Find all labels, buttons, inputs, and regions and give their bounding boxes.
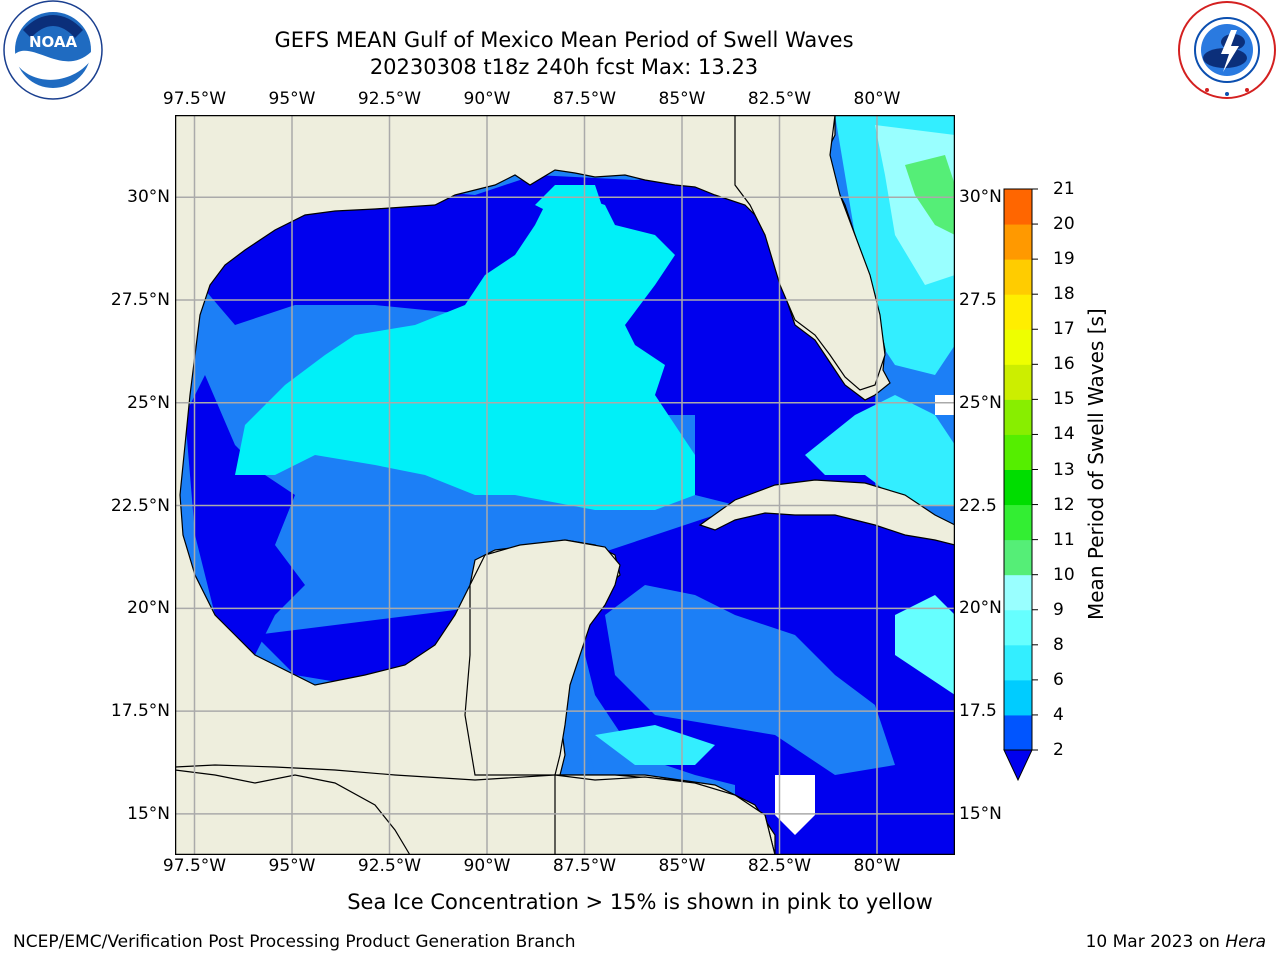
colorbar-segment <box>1004 539 1032 576</box>
lat-tick-label: 15°N <box>127 803 170 824</box>
lat-tick-label: 25°N <box>959 392 1002 413</box>
period-band-cyan-central <box>235 195 695 510</box>
map-subtitle: 20230308 t18z 240h fcst Max: 13.23 <box>369 55 759 79</box>
colorbar-segment <box>1004 609 1032 646</box>
colorbar-tick-label: 6 <box>1053 669 1064 690</box>
colorbar-tick-label: 11 <box>1053 529 1075 550</box>
map-frame <box>175 115 955 855</box>
colorbar-segment <box>1004 189 1032 225</box>
lat-tick-label: 22.5 <box>959 495 997 516</box>
colorbar-tick-label: 2 <box>1053 740 1064 760</box>
credit-date: 10 Mar 2023 on <box>1085 932 1226 952</box>
land-honduras <box>554 774 776 855</box>
period-band-green-east <box>905 155 955 235</box>
lon-tick-label: 80°W <box>853 856 901 876</box>
colorbar-segment <box>1004 434 1032 470</box>
credit-host: Hera <box>1225 932 1266 952</box>
lon-tick-label: 97.5°W <box>162 856 227 876</box>
period-band-cyan-caribbean-east <box>895 595 955 695</box>
lat-tick-label: 27.5 <box>959 290 997 310</box>
colorbar-segment <box>1004 714 1032 751</box>
lon-tick-label: 92.5°W <box>357 89 422 109</box>
period-band-cyan-honduras <box>595 725 715 765</box>
colorbar-label: Mean Period of Swell Waves [s] <box>1084 308 1108 620</box>
period-band-low-west <box>185 375 305 655</box>
colorbar-tick-label: 13 <box>1053 459 1075 480</box>
map-gridlines <box>175 115 955 855</box>
nws-logo <box>1178 1 1276 99</box>
nodata-patch-caribbean <box>775 775 815 835</box>
period-band-cyan-north <box>535 185 605 225</box>
colorbar-segment <box>1004 469 1032 506</box>
colorbar <box>1003 188 1038 782</box>
lat-tick-label: 25°N <box>127 392 170 413</box>
colorbar-tick-label: 20 <box>1053 214 1075 235</box>
colorbar-tick-label: 9 <box>1053 599 1064 620</box>
lon-tick-label: 97.5°W <box>162 89 227 109</box>
colorbar-tick-label: 16 <box>1053 354 1075 375</box>
noaa-logo-text: NOAA <box>29 33 78 51</box>
lon-tick-label: 92.5°W <box>357 856 422 876</box>
colorbar-tick-label: 14 <box>1053 424 1075 445</box>
colorbar-segment <box>1004 399 1032 435</box>
lon-tick-label: 85°W <box>658 856 706 876</box>
colorbar-segment <box>1004 224 1032 260</box>
colorbar-tick-label: 21 <box>1053 179 1075 199</box>
colorbar-tick-label: 18 <box>1053 284 1075 305</box>
colorbar-segment <box>1004 364 1032 400</box>
colorbar-segment <box>1004 504 1032 541</box>
colorbar-tick-label: 10 <box>1053 564 1075 585</box>
lat-tick-label: 17.5°N <box>110 701 170 722</box>
period-band-mid-caribbean <box>605 585 895 775</box>
lat-tick-label: 20°N <box>959 598 1002 619</box>
lon-tick-label: 85°W <box>658 89 706 109</box>
lon-tick-label: 87.5°W <box>552 856 617 876</box>
land-florida <box>734 115 886 391</box>
colorbar-segment <box>1004 679 1032 716</box>
noaa-logo: NOAA <box>3 0 103 100</box>
lon-tick-label: 95°W <box>268 856 316 876</box>
lat-tick-label: 17.5 <box>959 701 997 722</box>
lat-tick-label: 30°N <box>127 187 170 208</box>
credit-right: 10 Mar 2023 on Hera <box>1086 932 1266 952</box>
lon-tick-label: 82.5°W <box>747 856 812 876</box>
colorbar-segment <box>1004 329 1032 365</box>
lat-tick-label: 27.5°N <box>110 290 170 310</box>
period-band-cyan-straits <box>805 395 955 505</box>
colorbar-tick-label: 8 <box>1053 634 1064 655</box>
lat-tick-label: 22.5°N <box>110 495 170 516</box>
lon-tick-label: 87.5°W <box>552 89 617 109</box>
colorbar-tick-label: 15 <box>1053 389 1075 410</box>
nodata-patch-keys <box>935 395 955 415</box>
lon-tick-label: 90°W <box>463 89 511 109</box>
colorbar-segment <box>1004 574 1032 611</box>
lat-tick-label: 30°N <box>959 187 1002 208</box>
lat-tick-label: 15°N <box>959 803 1002 824</box>
lon-tick-label: 95°W <box>268 89 316 109</box>
colorbar-tick-label: 19 <box>1053 249 1075 270</box>
colorbar-tick-label: 17 <box>1053 319 1075 340</box>
map-title: GEFS MEAN Gulf of Mexico Mean Period of … <box>274 28 854 52</box>
credit-left: NCEP/EMC/Verification Post Processing Pr… <box>13 932 576 952</box>
colorbar-segment <box>1004 644 1032 681</box>
colorbar-tick-label: 4 <box>1053 704 1064 725</box>
lon-tick-label: 90°W <box>463 856 511 876</box>
gulf-of-mexico-map <box>175 115 955 855</box>
land-cuba <box>698 479 955 546</box>
colorbar-segment <box>1004 259 1032 295</box>
sea-ice-note: Sea Ice Concentration > 15% is shown in … <box>347 890 933 914</box>
lon-tick-label: 80°W <box>853 89 901 109</box>
colorbar-segment <box>1004 294 1032 330</box>
lat-tick-label: 20°N <box>127 598 170 619</box>
colorbar-under-arrow <box>1003 749 1033 782</box>
colorbar-tick-label: 12 <box>1053 494 1075 515</box>
lon-tick-label: 82.5°W <box>747 89 812 109</box>
